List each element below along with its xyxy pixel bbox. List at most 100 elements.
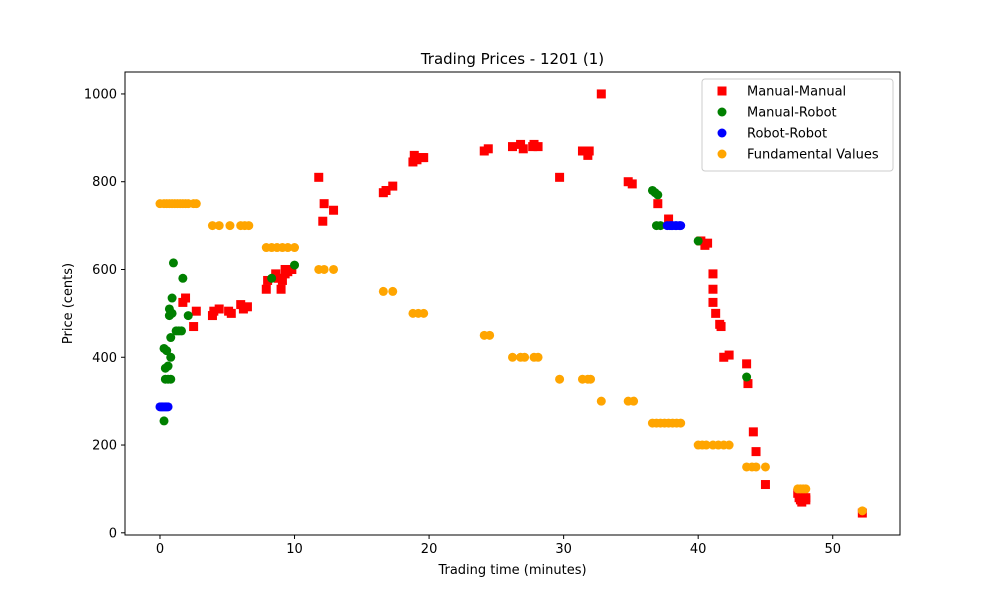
data-point (596, 396, 606, 406)
data-points (155, 89, 867, 518)
legend-label: Fundamental Values (747, 148, 879, 163)
legend-marker (717, 107, 727, 117)
y-tick-label: 800 (92, 175, 117, 190)
data-point (167, 308, 177, 318)
data-point (191, 306, 201, 316)
data-point (242, 302, 252, 312)
data-point (319, 199, 329, 209)
data-point (209, 306, 219, 316)
data-point (742, 372, 752, 382)
data-point (191, 199, 201, 209)
data-point (629, 396, 639, 406)
data-point (801, 495, 811, 505)
data-point (742, 359, 752, 369)
data-point (751, 447, 761, 457)
data-point (244, 221, 254, 231)
data-point (318, 216, 328, 226)
data-point (653, 199, 663, 209)
chart-title: Trading Prices - 1201 (1) (420, 50, 604, 68)
data-point (319, 264, 329, 274)
plot-frame (124, 71, 901, 536)
data-point (555, 172, 565, 182)
x-tick-label: 30 (555, 542, 572, 557)
data-point (584, 146, 594, 156)
data-point (167, 293, 177, 303)
data-point (760, 480, 770, 490)
x-tick-label: 10 (286, 542, 303, 557)
data-point (329, 264, 339, 274)
data-point (724, 350, 734, 360)
data-point (183, 311, 193, 321)
data-point (381, 185, 391, 195)
legend-label: Manual-Manual (747, 85, 846, 100)
data-point (716, 322, 726, 332)
legend-label: Robot-Robot (747, 127, 827, 142)
data-point (226, 308, 236, 318)
data-point (627, 179, 637, 189)
data-point (214, 221, 224, 231)
series-group (155, 221, 686, 412)
data-point (314, 172, 324, 182)
legend-label: Manual-Robot (747, 106, 837, 121)
data-point (801, 484, 811, 494)
data-point (708, 297, 718, 307)
data-point (485, 330, 495, 340)
data-point (518, 144, 528, 154)
data-point (483, 144, 493, 154)
data-point (162, 346, 172, 356)
y-tick-label: 0 (109, 526, 117, 541)
data-point (533, 142, 543, 152)
data-point (166, 374, 176, 384)
data-point (214, 304, 224, 314)
data-point (760, 462, 770, 472)
legend-box (701, 78, 894, 172)
data-point (508, 352, 517, 362)
data-point (708, 284, 718, 294)
data-point (743, 379, 753, 389)
data-point (751, 462, 761, 472)
data-point (290, 243, 300, 253)
data-point (163, 361, 173, 371)
legend-marker (717, 86, 727, 96)
data-point (168, 258, 178, 268)
data-point (181, 293, 191, 303)
data-point (653, 190, 663, 200)
series-group (159, 185, 752, 426)
data-point (287, 264, 297, 274)
data-point (166, 333, 176, 343)
series-group (155, 199, 867, 516)
data-point (656, 221, 666, 231)
data-point (708, 269, 718, 279)
legend-marker (717, 149, 727, 159)
data-point (207, 221, 217, 231)
data-point (267, 273, 277, 283)
y-axis-ticks: 0 200 400 600 800 1000 (84, 87, 125, 541)
data-point (283, 243, 293, 253)
data-point (676, 418, 686, 428)
x-tick-label: 0 (156, 542, 164, 557)
data-point (533, 352, 543, 362)
data-point (412, 155, 422, 165)
data-point (703, 238, 713, 248)
data-point (724, 440, 734, 450)
legend: Manual-Manual Manual-Robot Robot-Robot Fund… (701, 78, 894, 172)
data-point (166, 352, 176, 362)
x-axis-ticks: 0 10 20 30 40 50 (156, 535, 841, 557)
data-point (277, 275, 287, 285)
data-point (664, 214, 674, 224)
data-point (508, 142, 517, 152)
data-point (577, 146, 587, 156)
data-point (419, 308, 429, 318)
data-point (276, 284, 286, 294)
data-point (225, 221, 235, 231)
data-point (748, 427, 758, 437)
data-point (261, 284, 271, 294)
y-tick-label: 600 (92, 263, 117, 278)
data-point (388, 181, 398, 191)
data-point (693, 236, 703, 246)
data-point (857, 506, 867, 516)
data-point (555, 374, 565, 384)
y-tick-label: 1000 (84, 87, 117, 102)
data-point (329, 205, 339, 215)
